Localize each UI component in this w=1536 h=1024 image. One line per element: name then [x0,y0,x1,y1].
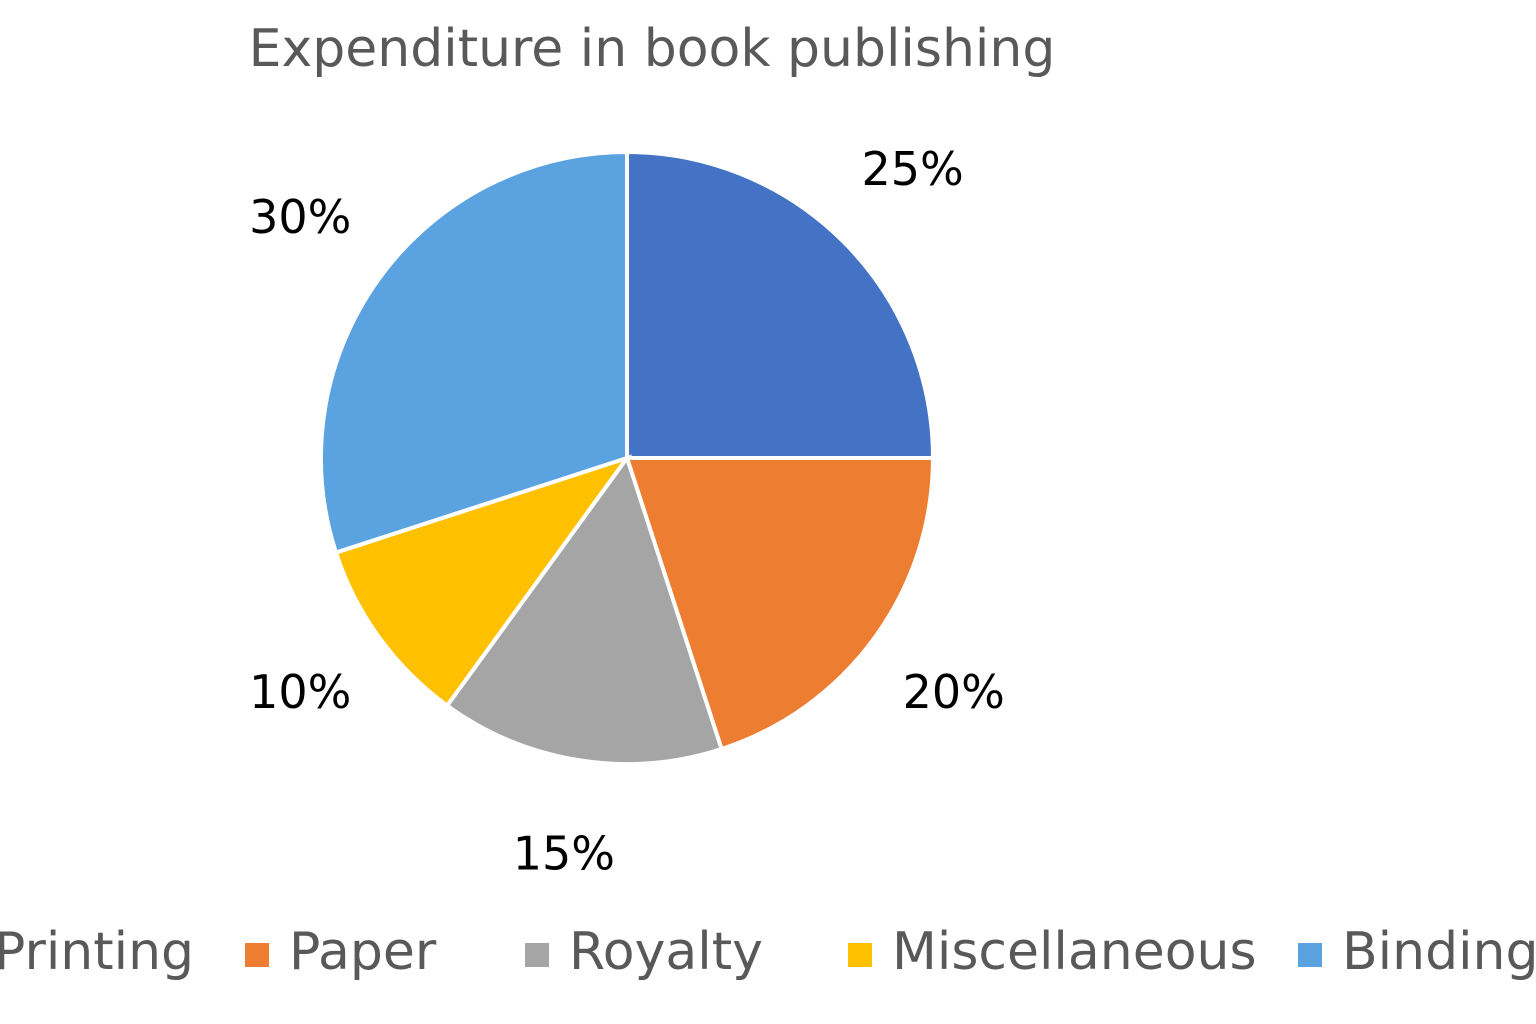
pie-slice [333,454,633,709]
legend-marker [245,943,269,967]
pie-slice [444,453,725,766]
pie-slice [625,149,936,460]
pie-slice [319,149,629,556]
legend-marker [1298,943,1322,967]
pie-slice [624,456,936,752]
data-label: 25% [861,142,963,196]
legend-label: Printing [0,922,194,982]
legend-label: Royalty [569,922,763,982]
legend-marker [848,943,872,967]
data-label: 15% [513,826,615,880]
legend-label: Paper [289,922,437,982]
data-label: 30% [249,190,351,244]
legend-label: Binding [1342,922,1536,982]
chart-title: Expenditure in book publishing [249,19,1056,79]
legend-label: Miscellaneous [892,922,1257,982]
data-label: 20% [903,665,1005,719]
data-label: 10% [249,665,351,719]
legend-marker [525,943,549,967]
